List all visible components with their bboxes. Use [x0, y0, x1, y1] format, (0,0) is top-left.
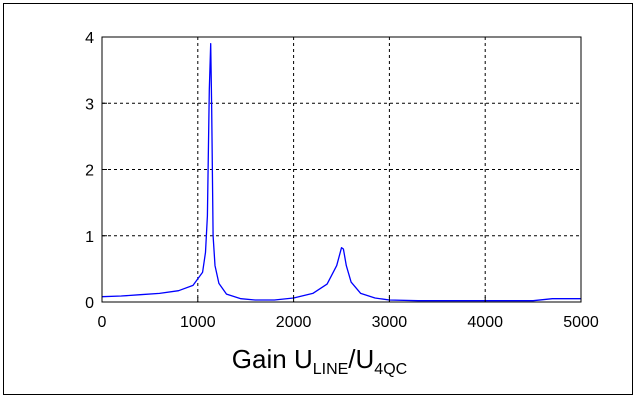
series-line — [101, 42, 581, 302]
y-tick-label: 4 — [85, 30, 94, 47]
x-tick-label: 3000 — [372, 314, 408, 331]
caption-subscript-line: LINE — [312, 361, 349, 378]
x-tick-label: 2000 — [276, 314, 312, 331]
y-tick-label: 1 — [85, 229, 94, 246]
tick-labels: 0 1000 2000 3000 4000 5000 0 1 2 3 4 — [85, 30, 599, 331]
x-tick-label: 1000 — [180, 314, 216, 331]
axes-box — [101, 36, 582, 303]
caption-main: Gain U — [231, 344, 313, 374]
caption-subscript-4qc: 4QC — [374, 361, 408, 378]
figure-frame — [3, 3, 633, 395]
y-tick-label: 0 — [85, 295, 94, 312]
y-tick-label: 3 — [85, 96, 94, 113]
x-tick-label: 4000 — [467, 314, 503, 331]
chart-caption: Gain ULINE/U4QC — [0, 344, 639, 379]
caption-separator: /U — [348, 344, 375, 374]
plot-area — [101, 36, 582, 303]
x-tick-label: 5000 — [563, 314, 599, 331]
grid-lines — [102, 37, 581, 302]
y-tick-label: 2 — [85, 163, 94, 180]
x-tick-label: 0 — [98, 314, 107, 331]
